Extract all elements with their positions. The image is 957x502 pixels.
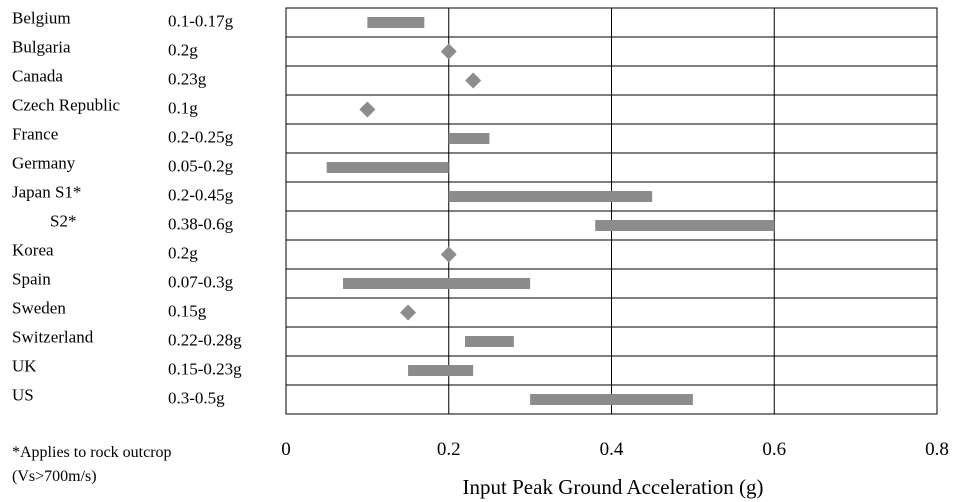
- value-label: 0.07-0.3g: [168, 273, 234, 292]
- country-label: UK: [12, 357, 37, 376]
- point-marker: [440, 43, 457, 60]
- value-label: 0.22-0.28g: [168, 331, 242, 350]
- value-label: 0.2g: [168, 244, 198, 263]
- range-bar: [326, 162, 449, 173]
- country-label: France: [12, 125, 58, 144]
- range-bar: [465, 336, 514, 347]
- point-marker: [359, 101, 376, 118]
- value-label: 0.23g: [168, 70, 207, 89]
- x-tick-label: 0.6: [762, 439, 786, 460]
- footnote-line-2: (Vs>700m/s): [12, 468, 97, 485]
- x-tick-label: 0: [281, 439, 291, 460]
- country-label: US: [12, 386, 34, 405]
- value-label: 0.38-0.6g: [168, 215, 234, 234]
- range-bar: [448, 133, 490, 144]
- x-tick-label: 0.4: [600, 439, 624, 460]
- value-label: 0.15-0.23g: [168, 360, 242, 379]
- plot-frame: [285, 7, 938, 415]
- value-label: 0.15g: [168, 302, 207, 321]
- country-label: Canada: [12, 67, 63, 86]
- x-tick-label: 0.2: [437, 439, 461, 460]
- range-bar: [367, 17, 425, 28]
- value-label: 0.1g: [168, 99, 198, 118]
- x-tick-label: 0.8: [925, 439, 949, 460]
- country-label: Bulgaria: [12, 38, 71, 57]
- country-label: Germany: [12, 154, 76, 173]
- value-label: 0.2-0.25g: [168, 128, 234, 147]
- chart-labels: 0 0.2 0.4 0.6 0.8 Belgium 0.1-0.17g Bulgaria 0.2…: [12, 9, 949, 461]
- country-label: Switzerland: [12, 328, 94, 347]
- chart-marks: [326, 17, 775, 405]
- range-bar: [530, 394, 693, 405]
- point-marker: [465, 72, 482, 89]
- country-label: Japan S1*: [12, 183, 81, 202]
- country-label: S2*: [50, 212, 76, 231]
- range-bar: [595, 220, 775, 231]
- point-marker: [400, 304, 417, 321]
- country-label: Korea: [12, 241, 54, 260]
- value-label: 0.2-0.45g: [168, 186, 234, 205]
- range-bar: [408, 365, 474, 376]
- country-label: Belgium: [12, 9, 71, 28]
- country-label: Spain: [12, 270, 51, 289]
- country-label: Czech Republic: [12, 96, 121, 115]
- range-bar: [342, 278, 531, 289]
- country-label: Sweden: [12, 299, 66, 318]
- x-axis-label: Input Peak Ground Acceleration (g): [463, 475, 764, 499]
- footnote-line-1: *Applies to rock outcrop: [12, 444, 172, 461]
- point-marker: [440, 246, 457, 263]
- value-label: 0.1-0.17g: [168, 12, 234, 31]
- value-label: 0.05-0.2g: [168, 157, 234, 176]
- range-bar: [448, 191, 653, 202]
- value-label: 0.3-0.5g: [168, 389, 225, 408]
- value-label: 0.2g: [168, 41, 198, 60]
